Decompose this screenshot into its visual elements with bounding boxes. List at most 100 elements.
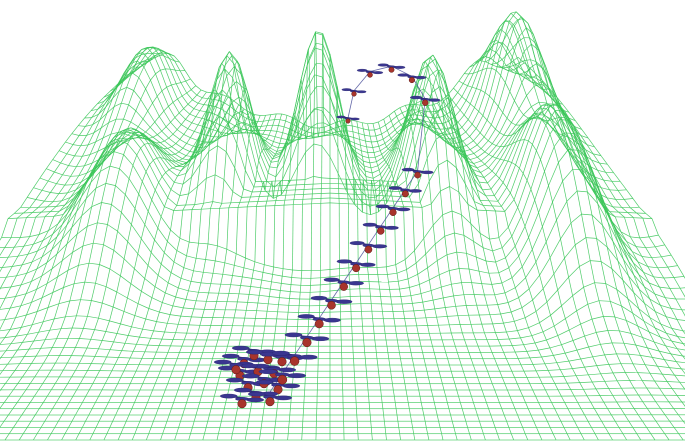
terrain-grid-line: [201, 119, 210, 144]
terrain-grid-line: [250, 402, 253, 409]
terrain-grid-line: [90, 338, 103, 341]
terrain-grid-line: [35, 190, 43, 200]
terrain-grid-line: [144, 344, 149, 352]
terrain-grid-line: [33, 177, 41, 188]
terrain-grid-line: [177, 98, 184, 109]
terrain-grid-line: [534, 171, 545, 201]
terrain-grid-line: [174, 117, 182, 125]
terrain-grid-line: [215, 383, 218, 391]
terrain-grid-line: [88, 243, 94, 264]
terrain-grid-line: [397, 180, 407, 187]
terrain-grid-line: [394, 107, 400, 112]
terrain-grid-line: [254, 261, 265, 266]
terrain-grid-line: [204, 339, 208, 347]
terrain-grid-line: [218, 371, 222, 378]
terrain-grid-line: [241, 74, 245, 89]
terrain-grid-line: [108, 118, 117, 123]
terrain-grid-line: [113, 138, 119, 141]
terrain-grid-line: [199, 141, 204, 165]
terrain-grid-line: [86, 124, 93, 136]
terrain-grid-line: [156, 311, 160, 322]
terrain-grid-line: [122, 132, 132, 139]
terrain-grid-line: [362, 211, 371, 216]
terrain-grid-line: [79, 328, 84, 339]
terrain-grid-line: [173, 396, 177, 403]
terrain-grid-line: [554, 318, 566, 327]
terrain-grid-line: [397, 119, 406, 149]
terrain-grid-line: [519, 27, 527, 37]
terrain-grid-line: [479, 181, 488, 184]
terrain-grid-line: [284, 142, 292, 148]
terrain-grid-line: [274, 179, 283, 188]
terrain-grid-line: [676, 319, 685, 321]
terrain-grid-line: [445, 305, 456, 308]
terrain-grid-line: [202, 383, 206, 391]
terrain-grid-line: [501, 59, 508, 68]
terrain-grid-line: [301, 85, 304, 98]
terrain-grid-line: [86, 347, 99, 350]
terrain-grid-line: [134, 193, 140, 209]
terrain-grid-line: [83, 328, 95, 330]
terrain-grid-line: [16, 272, 27, 277]
terrain-grid-line: [121, 194, 126, 213]
terrain-grid-line: [621, 206, 631, 209]
terrain-grid-line: [302, 194, 304, 200]
terrain-grid-line: [310, 291, 321, 293]
terrain-grid-line: [225, 151, 236, 169]
terrain-grid-line: [223, 402, 227, 409]
terrain-grid-line: [268, 147, 271, 150]
terrain-grid-line: [76, 226, 88, 235]
terrain-grid-line: [488, 128, 496, 141]
terrain-grid-line: [323, 86, 331, 98]
terrain-grid-line: [197, 124, 205, 128]
terrain-grid-line: [375, 154, 382, 158]
terrain-grid-line: [71, 414, 76, 422]
terrain-grid-line: [627, 251, 639, 263]
terrain-grid-line: [190, 427, 193, 434]
terrain-grid-line: [72, 135, 80, 145]
terrain-grid-line: [366, 146, 373, 148]
terrain-grid-line: [381, 148, 389, 155]
terrain-grid-line: [520, 189, 532, 217]
terrain-grid-line: [108, 396, 112, 403]
terrain-grid-line: [88, 408, 93, 416]
terrain-grid-line: [557, 329, 570, 336]
terrain-grid-line: [47, 347, 53, 356]
terrain-grid-line: [294, 189, 296, 195]
terrain-grid-line: [479, 119, 488, 134]
terrain-grid-line: [85, 182, 92, 199]
terrain-grid-line: [146, 47, 153, 54]
terrain-grid-line: [27, 324, 33, 335]
terrain-grid-line: [229, 116, 233, 123]
terrain-grid-line: [186, 242, 190, 256]
terrain-grid-line: [271, 274, 273, 282]
terrain-grid-line: [124, 335, 129, 344]
terrain-grid-line: [104, 140, 114, 154]
terrain-grid-line: [201, 208, 211, 210]
terrain-grid-line: [140, 99, 148, 112]
terrain-grid-line: [262, 133, 270, 136]
terrain-grid-line: [115, 185, 126, 195]
terrain-grid-line: [489, 313, 501, 316]
terrain-grid-line: [101, 202, 112, 205]
terrain-grid-line: [247, 115, 251, 126]
terrain-grid-line: [203, 201, 213, 204]
terrain-grid-line: [399, 118, 408, 150]
terrain-grid-line: [287, 184, 297, 186]
terrain-grid-line: [176, 204, 186, 206]
terrain-grid-line: [150, 358, 155, 366]
terrain-grid-line: [293, 194, 296, 200]
terrain-grid-line: [487, 174, 497, 184]
terrain-grid-line: [62, 165, 69, 175]
terrain-grid-line: [210, 128, 218, 132]
terrain-grid-line: [202, 433, 205, 441]
terrain-grid-line: [232, 427, 235, 434]
terrain-grid-line: [592, 354, 605, 358]
terrain-grid-line: [176, 427, 179, 434]
terrain-grid-line: [282, 205, 285, 269]
terrain-grid-line: [180, 82, 188, 94]
terrain-grid-line: [532, 118, 541, 120]
terrain-grid-line: [123, 258, 135, 270]
terrain-grid-line: [95, 171, 101, 189]
terrain-grid-line: [167, 377, 171, 384]
